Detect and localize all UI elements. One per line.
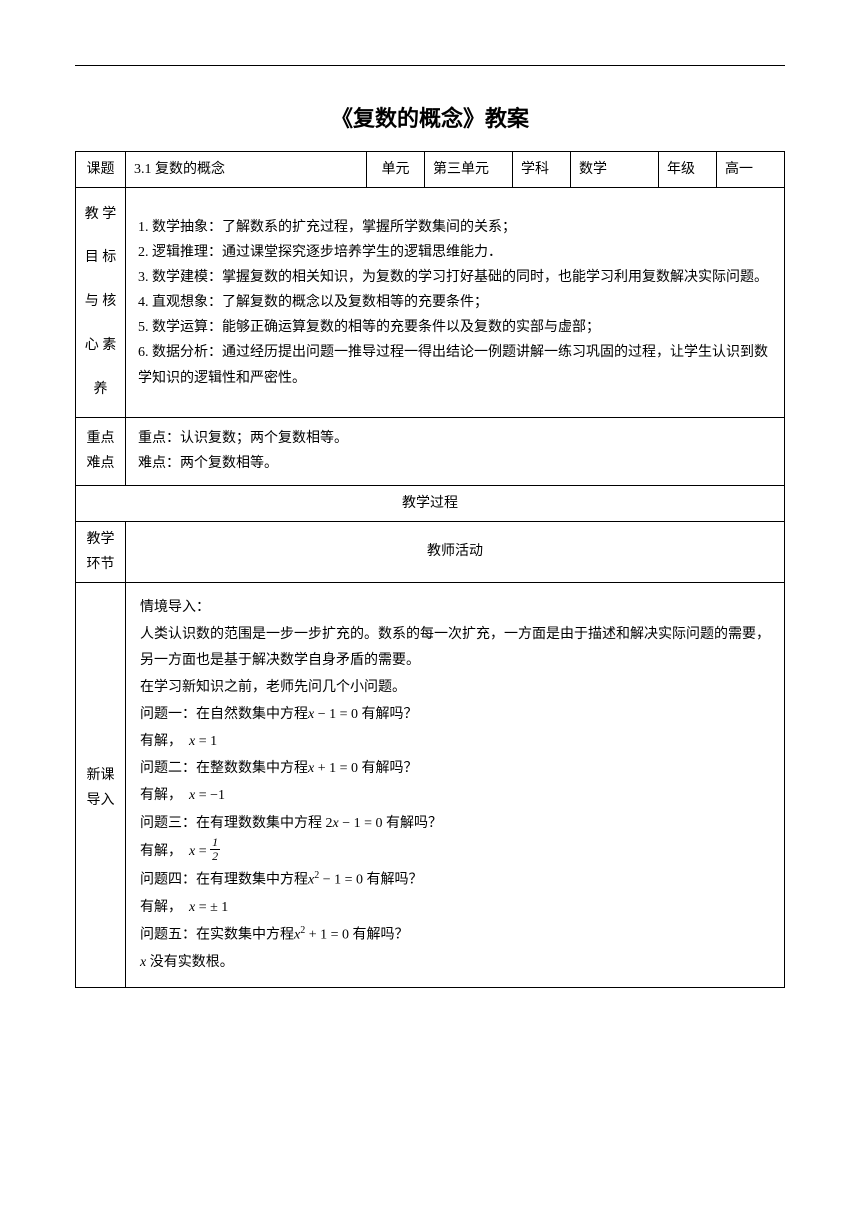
question-3: 问题三：在有理数数集中方程 2x − 1 = 0 有解吗？ bbox=[140, 811, 770, 836]
answer-3: 有解， x = 12 bbox=[140, 838, 770, 865]
objective-item: 3. 数学建模：掌握复数的相关知识，为复数的学习打好基础的同时，也能学习利用复数… bbox=[138, 265, 772, 290]
obj-label-line: 与 核 bbox=[85, 287, 117, 318]
process-header-row: 教学过程 bbox=[76, 485, 785, 521]
objective-item: 6. 数据分析：通过经历提出问题一推导过程一得出结论一例题讲解一练习巩固的过程，… bbox=[138, 340, 772, 390]
question-4: 问题四：在有理数集中方程x2 − 1 = 0 有解吗？ bbox=[140, 867, 770, 893]
objectives-content: 1. 数学抽象：了解数系的扩充过程，掌握所学数集间的关系； 2. 逻辑推理：通过… bbox=[126, 188, 785, 418]
activity-header: 教师活动 bbox=[126, 521, 785, 582]
objective-item: 2. 逻辑推理：通过课堂探究逐步培养学生的逻辑思维能力． bbox=[138, 240, 772, 265]
label-grade: 年级 bbox=[659, 152, 717, 188]
activity-header-row: 教学环节 教师活动 bbox=[76, 521, 785, 582]
intro-content: 情境导入： 人类认识数的范围是一步一步扩充的。数系的每一次扩充，一方面是由于描述… bbox=[126, 583, 785, 988]
intro-title: 情境导入： bbox=[140, 595, 770, 620]
obj-label-line: 目 标 bbox=[85, 243, 117, 274]
question-5: 问题五：在实数集中方程x2 + 1 = 0 有解吗？ bbox=[140, 922, 770, 948]
objective-item: 1. 数学抽象：了解数系的扩充过程，掌握所学数集间的关系； bbox=[138, 215, 772, 240]
phase-header: 教学环节 bbox=[76, 521, 126, 582]
document-title: 《复数的概念》教案 bbox=[75, 101, 785, 133]
value-unit: 第三单元 bbox=[425, 152, 513, 188]
header-row: 课题 3.1 复数的概念 单元 第三单元 学科 数学 年级 高一 bbox=[76, 152, 785, 188]
label-keypoint: 重点 难点 bbox=[76, 418, 126, 485]
obj-label-line: 心 素 bbox=[85, 331, 117, 362]
content-row: 新课导入 情境导入： 人类认识数的范围是一步一步扩充的。数系的每一次扩充，一方面… bbox=[76, 583, 785, 988]
process-header: 教学过程 bbox=[76, 485, 785, 521]
intro-line: 在学习新知识之前，老师先问几个小问题。 bbox=[140, 675, 770, 700]
label-unit: 单元 bbox=[367, 152, 425, 188]
objective-item: 4. 直观想象：了解复数的概念以及复数相等的充要条件； bbox=[138, 290, 772, 315]
objectives-row: 教 学 目 标 与 核 心 素 养 1. 数学抽象：了解数系的扩充过程，掌握所学… bbox=[76, 188, 785, 418]
label-objectives: 教 学 目 标 与 核 心 素 养 bbox=[76, 188, 126, 418]
value-grade: 高一 bbox=[717, 152, 785, 188]
question-1: 问题一：在自然数集中方程x − 1 = 0 有解吗？ bbox=[140, 702, 770, 727]
difficulty-text: 难点：两个复数相等。 bbox=[138, 451, 772, 476]
value-subject: 数学 bbox=[571, 152, 659, 188]
value-topic: 3.1 复数的概念 bbox=[126, 152, 367, 188]
answer-1: 有解， x = 1 bbox=[140, 729, 770, 754]
lesson-plan-table: 课题 3.1 复数的概念 单元 第三单元 学科 数学 年级 高一 教 学 目 标… bbox=[75, 151, 785, 988]
objective-item: 5. 数学运算：能够正确运算复数的相等的充要条件以及复数的实部与虚部； bbox=[138, 315, 772, 340]
keypoint-content: 重点：认识复数；两个复数相等。 难点：两个复数相等。 bbox=[126, 418, 785, 485]
kp-label-1: 重点 bbox=[87, 431, 115, 446]
keypoint-text: 重点：认识复数；两个复数相等。 bbox=[138, 426, 772, 451]
answer-2: 有解， x = −1 bbox=[140, 783, 770, 808]
intro-paragraph: 人类认识数的范围是一步一步扩充的。数系的每一次扩充，一方面是由于描述和解决实际问… bbox=[140, 622, 770, 672]
kp-label-2: 难点 bbox=[87, 456, 115, 471]
answer-4: 有解， x = ± 1 bbox=[140, 895, 770, 920]
obj-label-line: 养 bbox=[94, 375, 108, 406]
label-subject: 学科 bbox=[513, 152, 571, 188]
answer-5: x 没有实数根。 bbox=[140, 950, 770, 975]
question-2: 问题二：在整数数集中方程x + 1 = 0 有解吗？ bbox=[140, 756, 770, 781]
top-divider bbox=[75, 65, 785, 66]
keypoint-row: 重点 难点 重点：认识复数；两个复数相等。 难点：两个复数相等。 bbox=[76, 418, 785, 485]
phase-intro: 新课导入 bbox=[76, 583, 126, 988]
label-topic: 课题 bbox=[76, 152, 126, 188]
obj-label-line: 教 学 bbox=[85, 200, 117, 231]
